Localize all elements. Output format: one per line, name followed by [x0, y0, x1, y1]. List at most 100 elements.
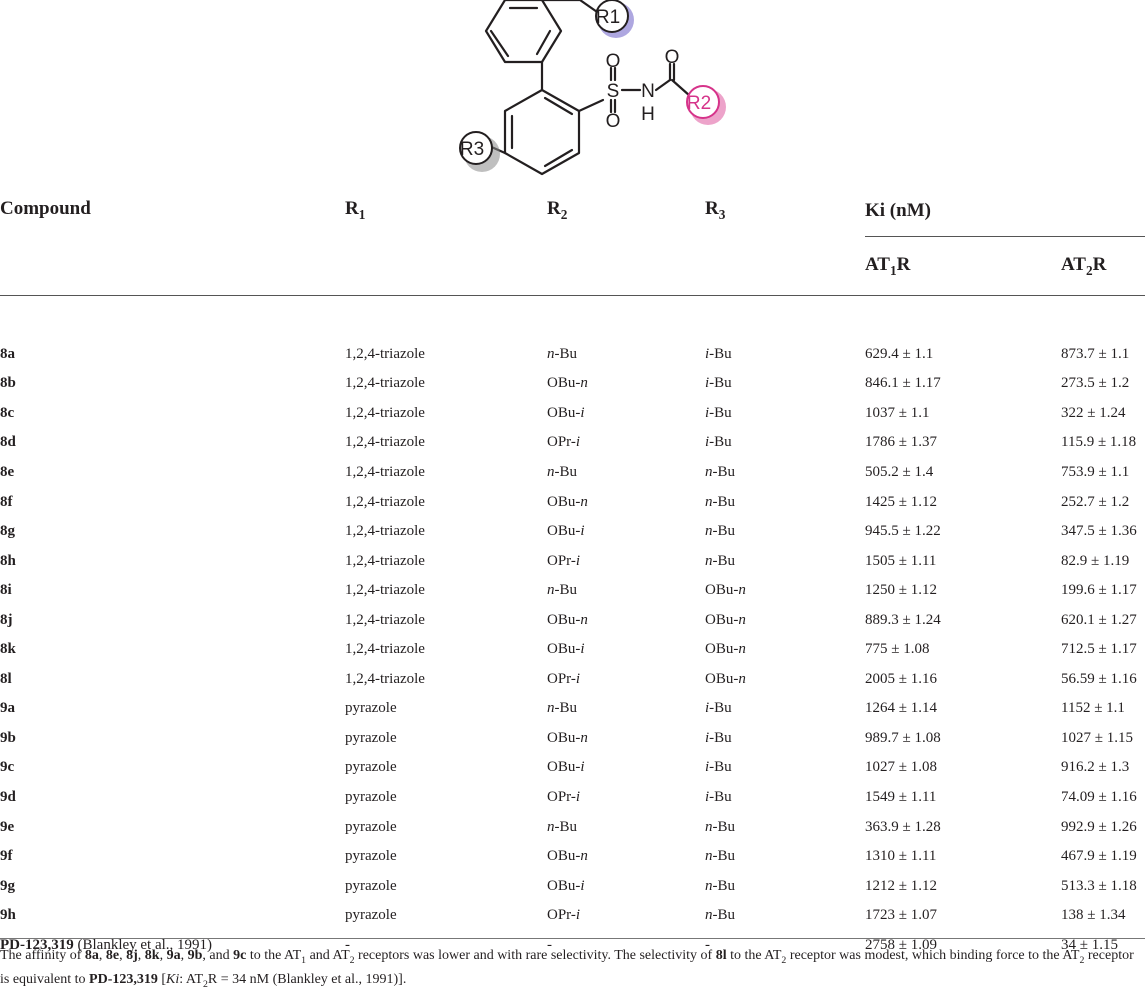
cell-r3: n-Bu	[705, 552, 735, 569]
cell-compound: 8l	[0, 665, 345, 695]
table-row: 9h pyrazole OPr-i n-Bu 1723 ± 1.07 138 ± 1.34	[0, 901, 1145, 931]
cell-at1r: 2758 ± 1.09	[865, 936, 937, 953]
cell-at2r: 82.9 ± 1.19	[1061, 552, 1130, 569]
cell-r2: OPr-i	[547, 907, 581, 924]
cell-compound: 8c	[0, 399, 345, 429]
cell-r3: i-Bu	[705, 759, 732, 776]
table-row: 8g 1,2,4-triazole OBu-i n-Bu 945.5 ± 1.22 347…	[0, 517, 1145, 547]
cell-r2: OBu-n	[547, 848, 588, 865]
table-row: 9g pyrazole OBu-i n-Bu 1212 ± 1.12 513.3 ± 1.…	[0, 871, 1145, 901]
cell-at2r: 56.59 ± 1.16	[1061, 670, 1137, 687]
compound-id: 8e	[0, 464, 15, 480]
cell-at2r: 1027 ± 1.15	[1061, 729, 1133, 746]
header-at1r: AT1R	[865, 236, 1061, 296]
cell-at1r: 1027 ± 1.08	[865, 759, 937, 776]
cell-r2: n-Bu	[547, 818, 577, 835]
cell-r2: OPr-i	[547, 552, 581, 569]
cell-r1: pyrazole	[345, 877, 397, 894]
cell-at2r: 992.9 ± 1.26	[1061, 818, 1137, 835]
cell-r2: OBu-i	[547, 877, 585, 894]
cell-compound: 9g	[0, 871, 345, 901]
compound-id: 8h	[0, 552, 16, 569]
table-row: 9a pyrazole n-Bu i-Bu 1264 ± 1.14 1152 ± 1.1	[0, 694, 1145, 724]
cell-at1r: 1264 ± 1.14	[865, 700, 937, 717]
hydrogen-label: H	[641, 104, 655, 125]
r2-label: R2	[687, 93, 711, 114]
cell-r3: i-Bu	[705, 729, 732, 746]
cell-at1r: 629.4 ± 1.1	[865, 345, 934, 362]
cell-at1r: 1505 ± 1.11	[865, 552, 937, 569]
compound-id: 8f	[0, 493, 13, 510]
cell-r3: i-Bu	[705, 404, 732, 421]
cell-at2r: 347.5 ± 1.36	[1061, 523, 1137, 540]
cell-compound: 8e	[0, 458, 345, 488]
footnote-rule	[0, 938, 1145, 939]
cell-at2r: 620.1 ± 1.27	[1061, 611, 1137, 628]
cell-at1r: 1212 ± 1.12	[865, 877, 937, 894]
cell-at2r: 199.6 ± 1.17	[1061, 582, 1137, 599]
cell-compound: 8h	[0, 546, 345, 576]
cell-r1: pyrazole	[345, 759, 397, 776]
cell-r2: n-Bu	[547, 464, 577, 480]
cell-compound: 8d	[0, 428, 345, 458]
cell-r3: n-Bu	[705, 464, 735, 480]
cell-r1: pyrazole	[345, 907, 397, 924]
table-row: 8f 1,2,4-triazole OBu-n n-Bu 1425 ± 1.12 252.…	[0, 487, 1145, 517]
cell-compound: 8i	[0, 576, 345, 606]
carbonyl-oxygen-label: O	[665, 47, 680, 68]
cell-compound: 9e	[0, 812, 345, 842]
cell-compound: 8g	[0, 517, 345, 547]
cell-at2r: 252.7 ± 1.2	[1061, 493, 1130, 510]
cell-at1r: 889.3 ± 1.24	[865, 611, 941, 628]
sulfur-label: S	[607, 81, 620, 102]
cell-at2r: 467.9 ± 1.19	[1061, 848, 1137, 865]
compound-id: 9h	[0, 907, 16, 924]
cell-r3: n-Bu	[705, 818, 735, 835]
cell-at1r: 1723 ± 1.07	[865, 907, 937, 924]
cell-r2: OBu-n	[547, 493, 588, 510]
table-row: 8i 1,2,4-triazole n-Bu OBu-n 1250 ± 1.12 199.…	[0, 576, 1145, 606]
cell-r1: 1,2,4-triazole	[345, 611, 425, 628]
cell-compound: 9d	[0, 783, 345, 813]
cell-r2: OBu-n	[547, 375, 588, 392]
cell-at2r: 753.9 ± 1.1	[1061, 464, 1130, 480]
table-row: 9d pyrazole OPr-i i-Bu 1549 ± 1.11 74.09 ± 1.…	[0, 783, 1145, 813]
cell-r2: OPr-i	[547, 434, 581, 451]
cell-r1: 1,2,4-triazole	[345, 464, 425, 480]
header-r2: R2	[547, 198, 568, 222]
table-row: 9e pyrazole n-Bu n-Bu 363.9 ± 1.28 992.9 ± 1.…	[0, 812, 1145, 842]
cell-compound: 8k	[0, 635, 345, 665]
compound-id: 8a	[0, 345, 15, 362]
cell-r1: pyrazole	[345, 818, 397, 835]
cell-compound: 9b	[0, 724, 345, 754]
table-row: 9c pyrazole OBu-i i-Bu 1027 ± 1.08 916.2 ± 1.…	[0, 753, 1145, 783]
table-row: PD-123,319 (Blankley et al., 1991) - - -275…	[0, 930, 1145, 960]
cell-r3: i-Bu	[705, 345, 732, 362]
cell-compound: 9a	[0, 694, 345, 724]
cell-r2: OBu-i	[547, 404, 585, 421]
cell-at1r: 1310 ± 1.11	[865, 848, 937, 865]
cell-r2: OBu-i	[547, 641, 585, 658]
affinity-table: Compound R1 R2 R3 Ki (nM) AT1R AT2R 8a 1,…	[0, 186, 1145, 960]
compound-id: 8d	[0, 434, 16, 451]
compound-id: 8j	[0, 611, 13, 628]
cell-at2r: 34 ± 1.15	[1061, 936, 1118, 953]
cell-r2: OPr-i	[547, 670, 581, 687]
cell-r2: OBu-n	[547, 729, 588, 746]
compound-id: 9b	[0, 729, 16, 746]
table-row: 8b 1,2,4-triazole OBu-n i-Bu 846.1 ± 1.17 273…	[0, 369, 1145, 399]
cell-r2: n-Bu	[547, 582, 577, 599]
cell-at1r: 775 ± 1.08	[865, 641, 930, 658]
cell-r3: n-Bu	[705, 523, 735, 540]
cell-at2r: 273.5 ± 1.2	[1061, 375, 1130, 392]
cell-compound: 8a	[0, 326, 345, 370]
cell-r1: -	[345, 936, 350, 953]
cell-r3: OBu-n	[705, 611, 746, 628]
cell-at1r: 846.1 ± 1.17	[865, 375, 941, 392]
table-body: 8a 1,2,4-triazole n-Bu i-Bu 629.4 ± 1.1 873.7…	[0, 326, 1145, 960]
cell-at2r: 138 ± 1.34	[1061, 907, 1126, 924]
cell-at2r: 115.9 ± 1.18	[1061, 434, 1137, 451]
cell-r1: 1,2,4-triazole	[345, 641, 425, 658]
compound-id: 8k	[0, 641, 16, 658]
cell-at2r: 322 ± 1.24	[1061, 404, 1126, 421]
